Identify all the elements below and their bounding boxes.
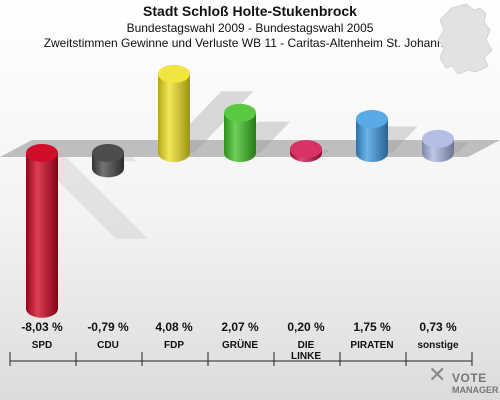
tick-label: FDP xyxy=(164,340,184,351)
vote-manager-mark-icon: ✕ xyxy=(428,362,447,387)
bar-sonstige xyxy=(422,129,454,162)
bar-piraten xyxy=(356,110,388,162)
value-label: -0,79 % xyxy=(87,320,129,334)
bar-fdp xyxy=(158,64,190,162)
chart-subtitle: Bundestagswahl 2009 - Bundestagswahl 200… xyxy=(126,21,374,35)
value-label: 1,75 % xyxy=(353,320,391,334)
bar-cdu xyxy=(92,144,124,178)
value-label: 2,07 % xyxy=(221,320,259,334)
chart-title: Stadt Schloß Holte-Stukenbrock xyxy=(143,3,357,19)
tick-label: PIRATEN xyxy=(350,340,393,351)
tick-label: GRÜNE xyxy=(222,338,258,351)
bar-spd xyxy=(26,144,58,318)
value-label: 4,08 % xyxy=(155,320,193,334)
logo-text-manager: MANAGER xyxy=(452,385,499,395)
tick-label: DIE xyxy=(298,340,315,351)
value-label: 0,73 % xyxy=(419,320,457,334)
logo-text-vote: VOTE xyxy=(452,371,487,385)
chart-subtitle-detail: Zweitstimmen Gewinne und Verluste WB 11 … xyxy=(43,36,457,50)
bar-shadow xyxy=(30,153,148,239)
value-label: 0,20 % xyxy=(287,320,325,334)
bar-grüne xyxy=(224,103,256,162)
vote-manager-logo: ✕ VOTE MANAGER xyxy=(428,362,500,398)
germany-map-icon xyxy=(437,3,493,75)
tick-label: SPD xyxy=(32,340,53,351)
tick-label: CDU xyxy=(97,340,119,351)
tick-label: sonstige xyxy=(417,340,459,351)
bar-die-linke xyxy=(290,140,322,162)
value-label: -8,03 % xyxy=(21,320,63,334)
tick-label: LINKE xyxy=(291,351,321,362)
